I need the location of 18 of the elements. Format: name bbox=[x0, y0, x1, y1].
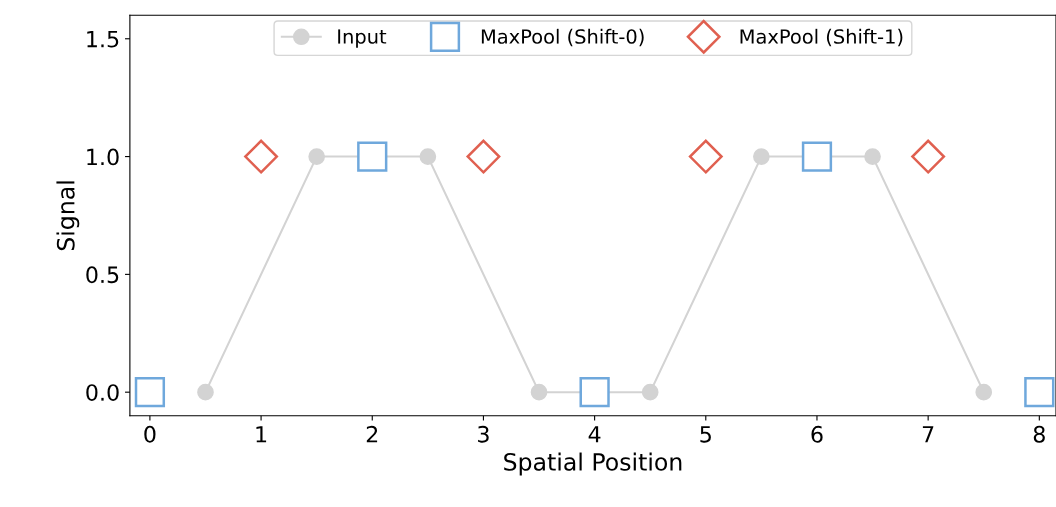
y-tick-label: 0.0 bbox=[86, 384, 119, 401]
x-tick-label: 2 bbox=[366, 425, 378, 443]
x-tick-label: 8 bbox=[1033, 425, 1045, 443]
legend-label: MaxPool (Shift-1) bbox=[740, 28, 903, 47]
x-axis-title: Spatial Position bbox=[504, 452, 682, 476]
x-tick-label: 5 bbox=[700, 426, 711, 443]
x-tick-label: 1 bbox=[256, 426, 267, 443]
x-tick-label: 4 bbox=[588, 426, 601, 443]
y-tick-label: 1.0 bbox=[87, 148, 119, 166]
x-tick-label: 6 bbox=[811, 425, 823, 443]
x-tick-label: 0 bbox=[144, 425, 156, 443]
y-axis-title: Signal bbox=[56, 181, 80, 251]
y-tick-label: 0.5 bbox=[86, 266, 119, 284]
x-tick-label: 7 bbox=[922, 426, 934, 443]
legend-label: Input bbox=[338, 29, 387, 48]
legend-label: MaxPool (Shift-0) bbox=[481, 28, 644, 47]
y-tick-label: 1.5 bbox=[87, 31, 119, 48]
x-tick-label: 3 bbox=[478, 425, 489, 443]
